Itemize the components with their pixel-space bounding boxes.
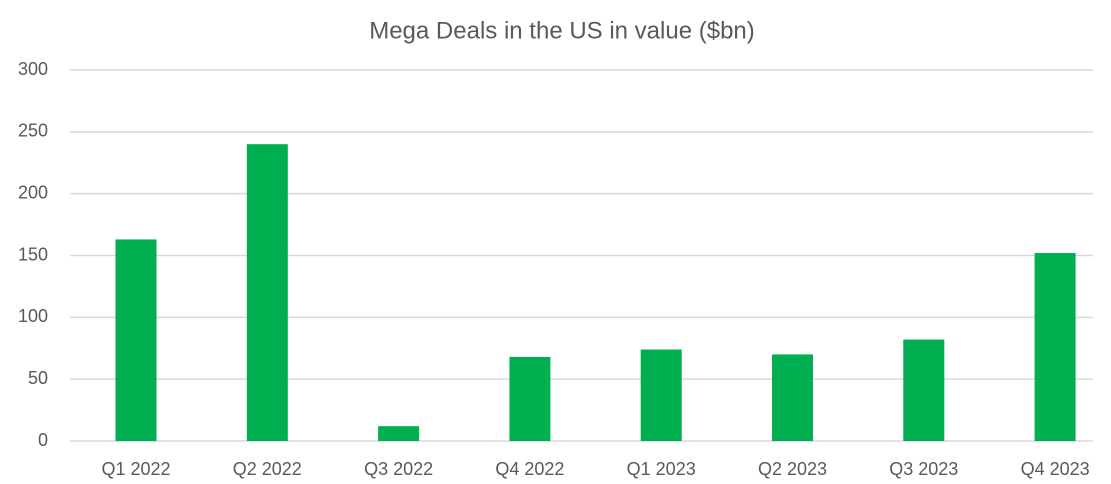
y-tick-label: 100 — [18, 306, 48, 326]
x-tick-label: Q1 2022 — [101, 459, 170, 479]
bar — [115, 239, 157, 441]
bar — [903, 339, 945, 441]
y-tick-label: 250 — [18, 121, 48, 141]
y-tick-label: 150 — [18, 244, 48, 264]
bar — [378, 426, 420, 441]
x-tick-label: Q2 2023 — [758, 459, 827, 479]
x-tick-label: Q2 2022 — [233, 459, 302, 479]
bar — [246, 144, 288, 441]
y-tick-label: 200 — [18, 182, 48, 202]
bar — [1034, 253, 1076, 441]
x-tick-label: Q3 2023 — [889, 459, 958, 479]
bar — [509, 356, 551, 441]
y-tick-label: 300 — [18, 59, 48, 79]
x-tick-label: Q3 2022 — [364, 459, 433, 479]
x-tick-label: Q4 2022 — [495, 459, 564, 479]
x-tick-label: Q4 2023 — [1021, 459, 1090, 479]
y-tick-label: 50 — [28, 368, 48, 388]
x-tick-label: Q1 2023 — [627, 459, 696, 479]
y-tick-label: 0 — [38, 430, 48, 450]
chart-title: Mega Deals in the US in value ($bn) — [369, 17, 755, 44]
bar — [640, 349, 682, 441]
bar — [772, 354, 813, 441]
